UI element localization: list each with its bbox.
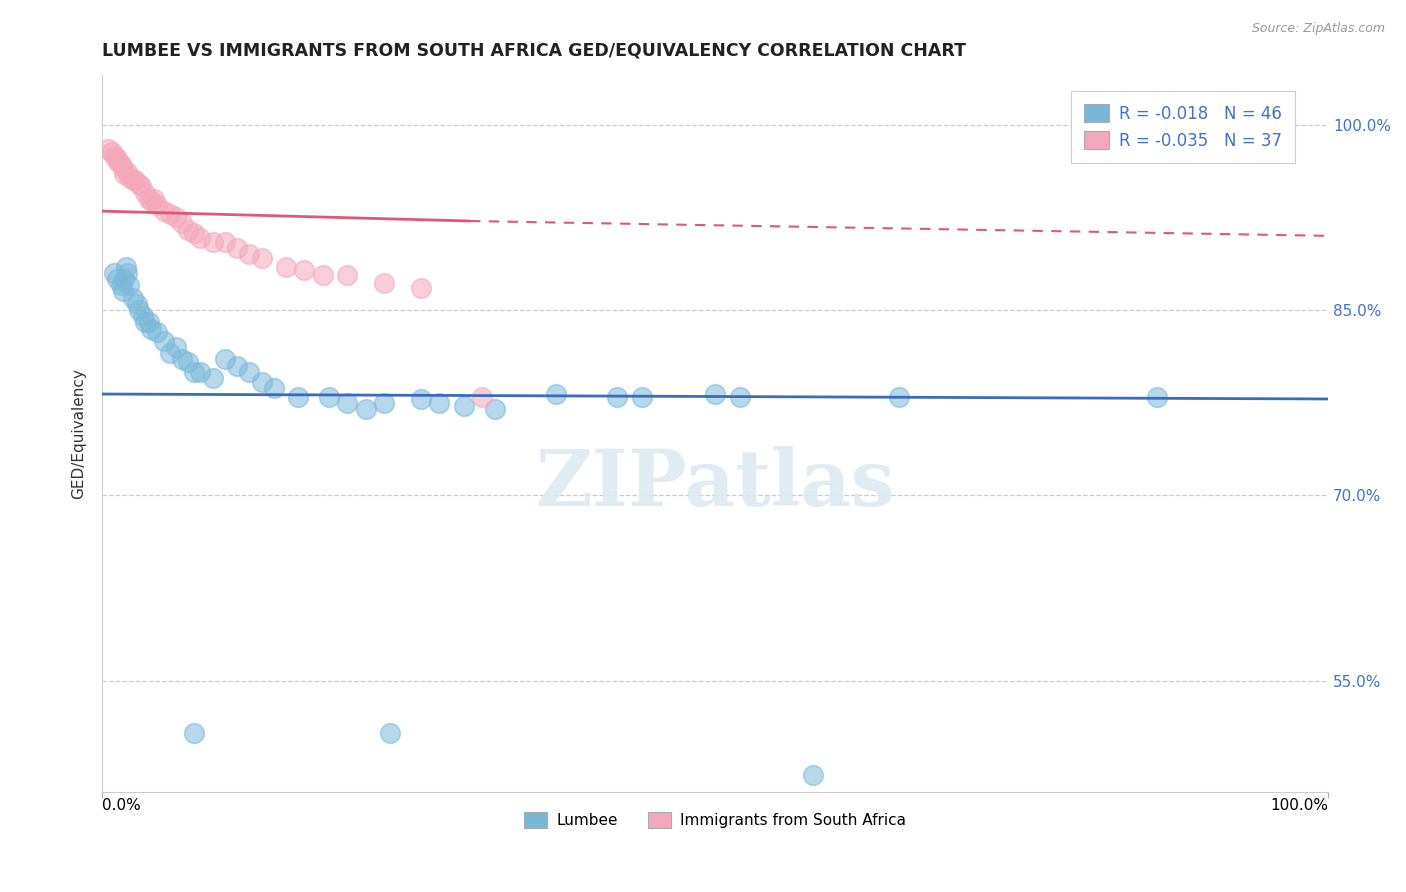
Point (287, 390, 309, 404)
Point (112, 285, 135, 299)
Point (336, 395, 359, 409)
Point (125, 297, 148, 311)
Point (484, 401, 506, 416)
Legend: Lumbee, Immigrants from South Africa: Lumbee, Immigrants from South Africa (517, 805, 912, 835)
Point (105, 151, 128, 165)
Point (115, 266, 138, 280)
Point (201, 235, 224, 249)
Point (263, 381, 285, 395)
Point (170, 217, 193, 231)
Point (110, 278, 132, 293)
Point (131, 179, 153, 194)
Point (131, 309, 153, 323)
Point (110, 157, 132, 171)
Point (121, 291, 143, 305)
Point (112, 161, 135, 175)
Point (544, 387, 567, 401)
Point (124, 173, 146, 187)
Point (183, 365, 205, 379)
Point (134, 315, 156, 329)
Text: 0.0%: 0.0% (103, 798, 141, 814)
Point (118, 169, 141, 184)
Point (274, 260, 297, 274)
Text: ZIPatlas: ZIPatlas (536, 446, 896, 522)
Point (159, 346, 181, 360)
Point (630, 390, 652, 404)
Point (112, 167, 135, 181)
Point (97, 142, 120, 156)
Point (226, 359, 249, 373)
Point (728, 390, 751, 404)
Point (606, 390, 628, 404)
Point (409, 281, 432, 295)
Text: LUMBEE VS IMMIGRANTS FROM SOUTH AFRICA GED/EQUIVALENCY CORRELATION CHART: LUMBEE VS IMMIGRANTS FROM SOUTH AFRICA G… (103, 42, 966, 60)
Point (112, 272, 135, 286)
Point (294, 263, 316, 277)
Text: 100.0%: 100.0% (1270, 798, 1329, 814)
Point (183, 725, 205, 739)
Point (250, 375, 273, 389)
Point (183, 227, 205, 241)
Point (121, 173, 143, 187)
Point (1146, 390, 1168, 404)
Point (312, 268, 335, 283)
Point (177, 355, 200, 369)
Point (214, 352, 236, 367)
Point (704, 387, 727, 401)
Point (103, 266, 125, 280)
Point (318, 390, 340, 404)
Point (201, 371, 224, 385)
Point (380, 725, 402, 739)
Point (373, 276, 395, 290)
Point (471, 390, 494, 404)
Point (142, 192, 165, 206)
Point (238, 247, 260, 261)
Point (188, 231, 211, 245)
Point (146, 198, 169, 212)
Point (146, 325, 169, 339)
Point (152, 204, 174, 219)
Point (141, 321, 163, 335)
Point (427, 395, 450, 409)
Point (159, 206, 181, 220)
Point (115, 164, 138, 178)
Point (188, 365, 211, 379)
Point (103, 148, 125, 162)
Point (152, 334, 174, 348)
Point (114, 260, 136, 274)
Point (141, 194, 163, 209)
Point (453, 400, 475, 414)
Point (250, 251, 273, 265)
Point (336, 268, 359, 283)
Point (226, 241, 249, 255)
Point (138, 315, 160, 329)
Point (128, 177, 150, 191)
Point (128, 303, 150, 318)
Point (101, 145, 124, 159)
Point (238, 365, 260, 379)
Point (134, 186, 156, 200)
Point (118, 278, 141, 293)
Y-axis label: GED/Equivalency: GED/Equivalency (72, 368, 86, 499)
Point (165, 340, 187, 354)
Point (214, 235, 236, 249)
Point (165, 211, 187, 225)
Point (138, 192, 160, 206)
Point (409, 392, 432, 406)
Point (887, 390, 910, 404)
Point (354, 401, 377, 416)
Point (105, 272, 128, 286)
Point (801, 767, 824, 781)
Point (107, 154, 129, 169)
Text: Source: ZipAtlas.com: Source: ZipAtlas.com (1251, 22, 1385, 36)
Point (170, 352, 193, 367)
Point (373, 395, 395, 409)
Point (177, 222, 200, 236)
